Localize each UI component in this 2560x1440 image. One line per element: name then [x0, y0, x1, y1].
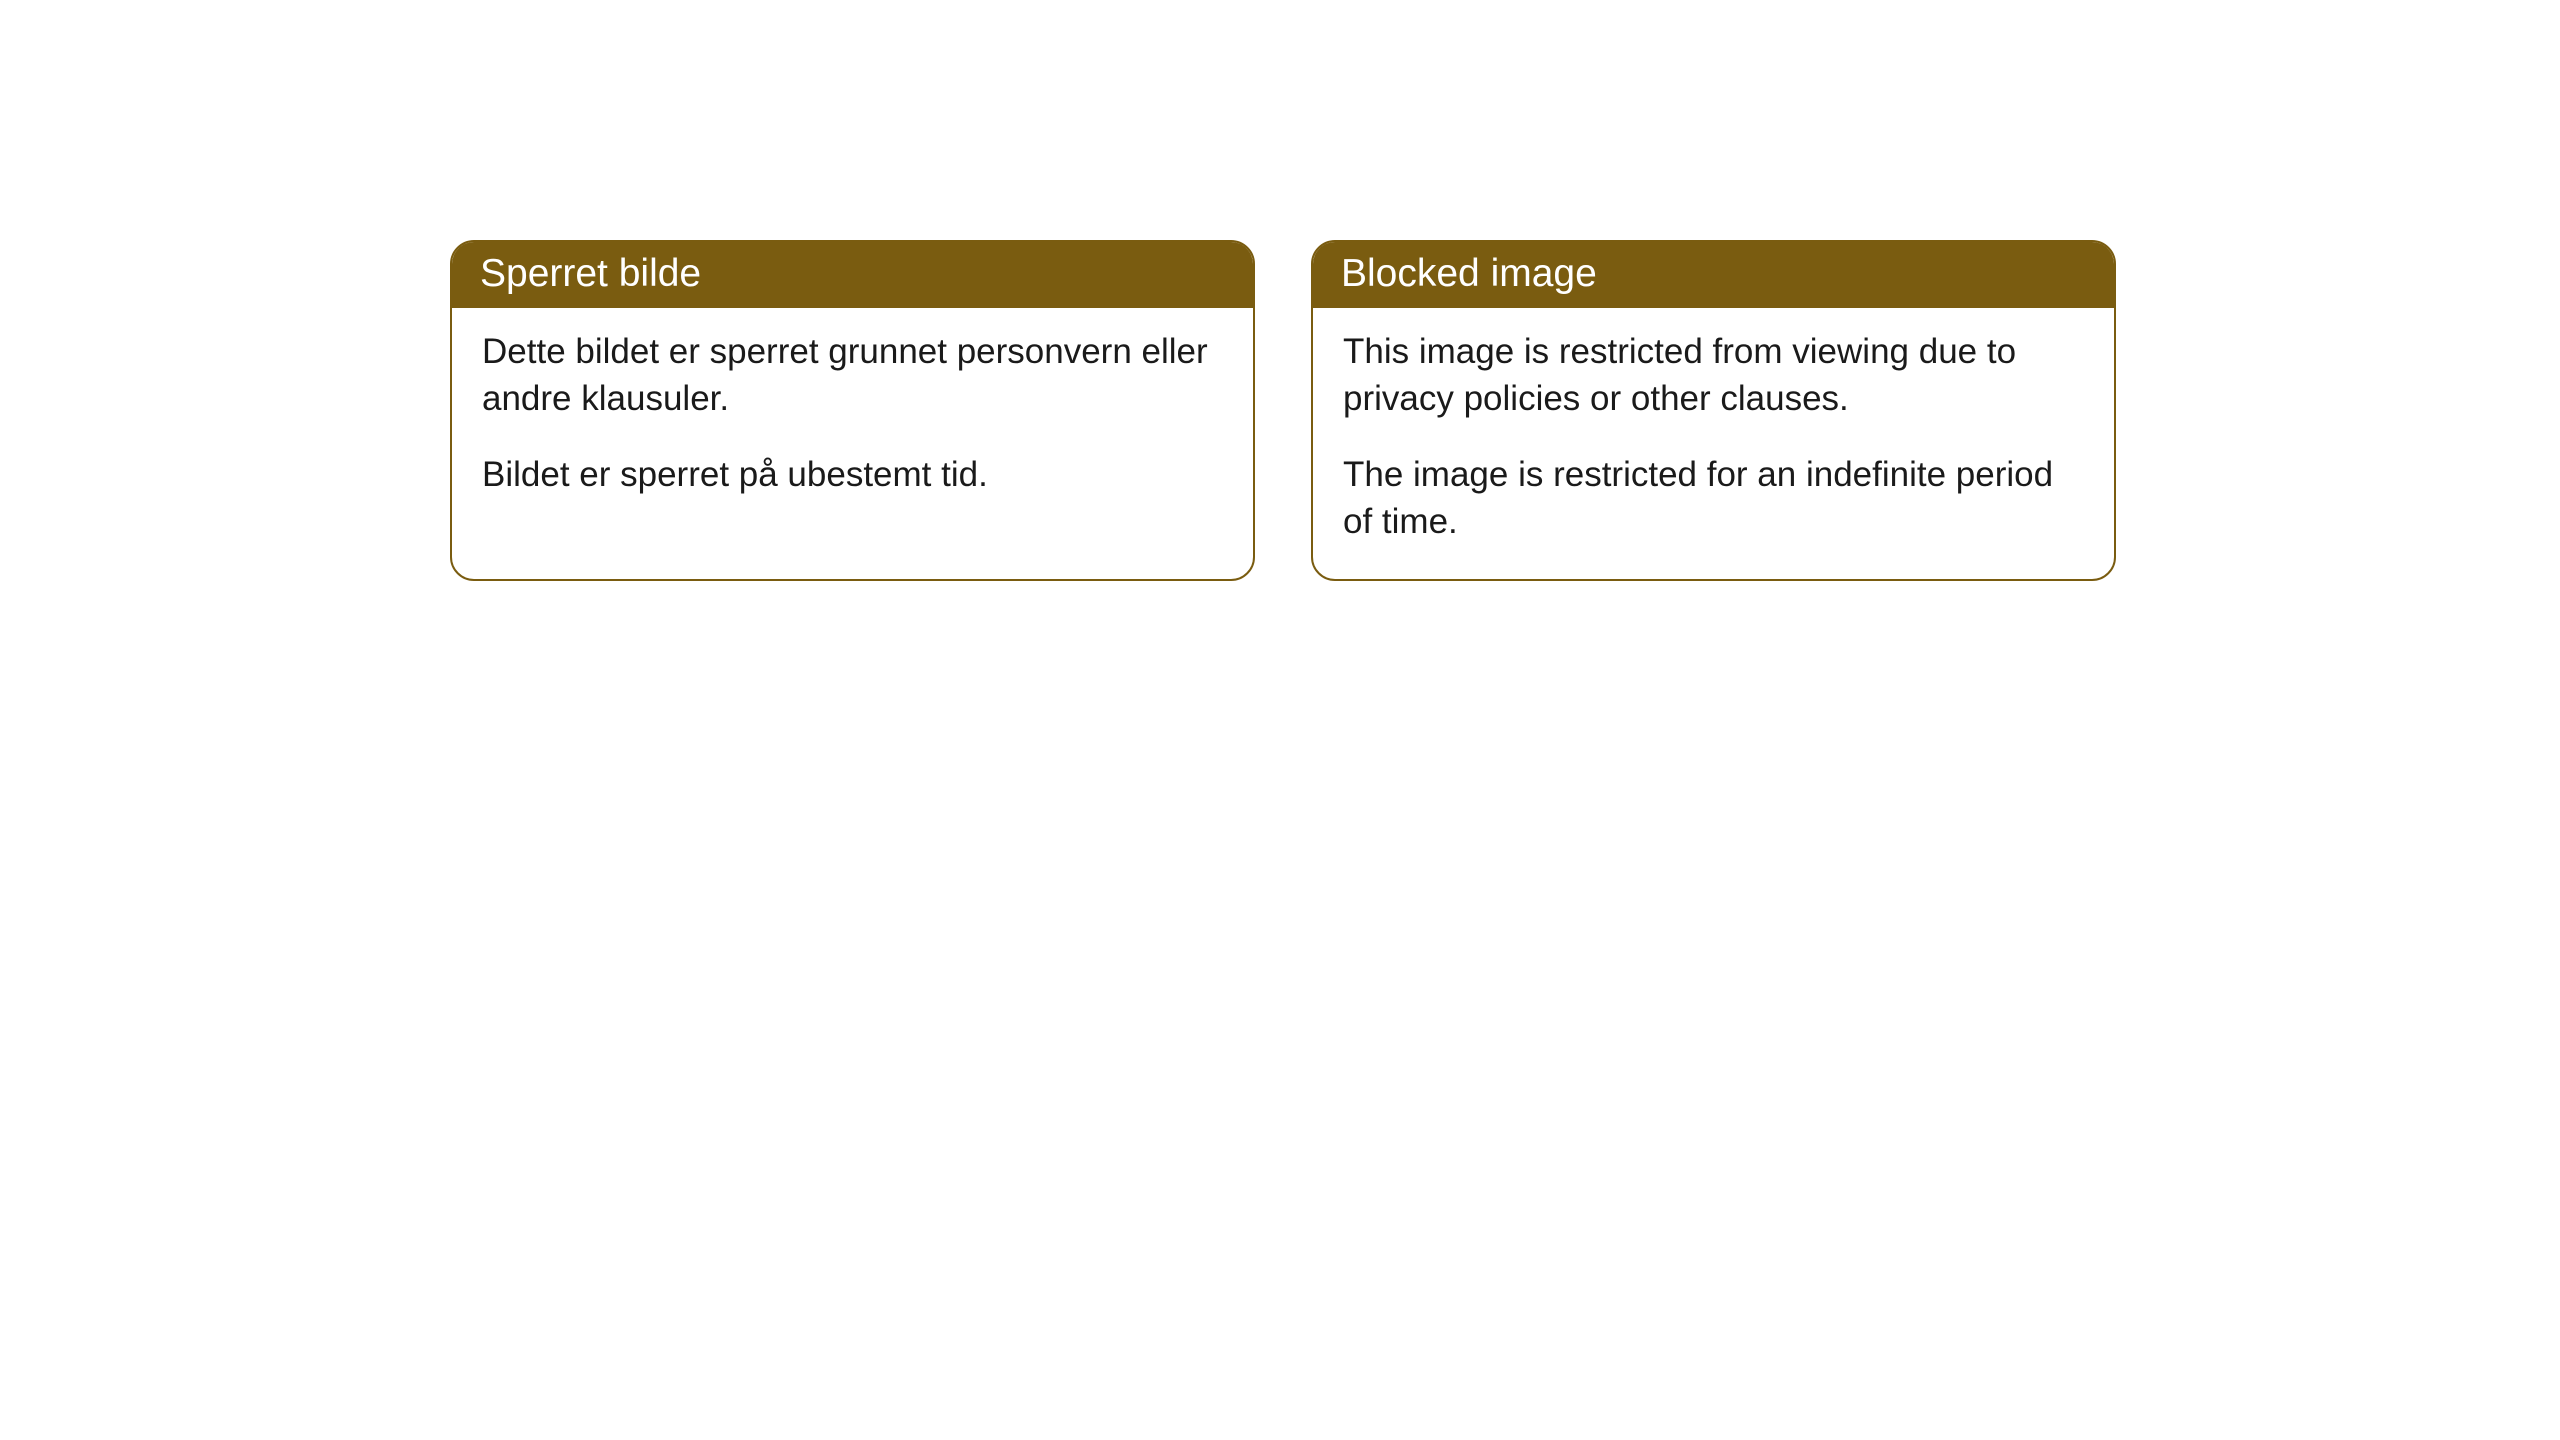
card-paragraph-2-english: The image is restricted for an indefinit…: [1343, 451, 2084, 546]
blocked-image-card-english: Blocked image This image is restricted f…: [1311, 240, 2116, 581]
card-paragraph-1-english: This image is restricted from viewing du…: [1343, 328, 2084, 423]
card-body-norwegian: Dette bildet er sperret grunnet personve…: [452, 308, 1253, 532]
card-body-english: This image is restricted from viewing du…: [1313, 308, 2114, 579]
card-title-english: Blocked image: [1313, 242, 2114, 308]
card-title-norwegian: Sperret bilde: [452, 242, 1253, 308]
card-paragraph-1-norwegian: Dette bildet er sperret grunnet personve…: [482, 328, 1223, 423]
card-paragraph-2-norwegian: Bildet er sperret på ubestemt tid.: [482, 451, 1223, 498]
blocked-image-card-norwegian: Sperret bilde Dette bildet er sperret gr…: [450, 240, 1255, 581]
notice-cards-container: Sperret bilde Dette bildet er sperret gr…: [450, 240, 2116, 581]
